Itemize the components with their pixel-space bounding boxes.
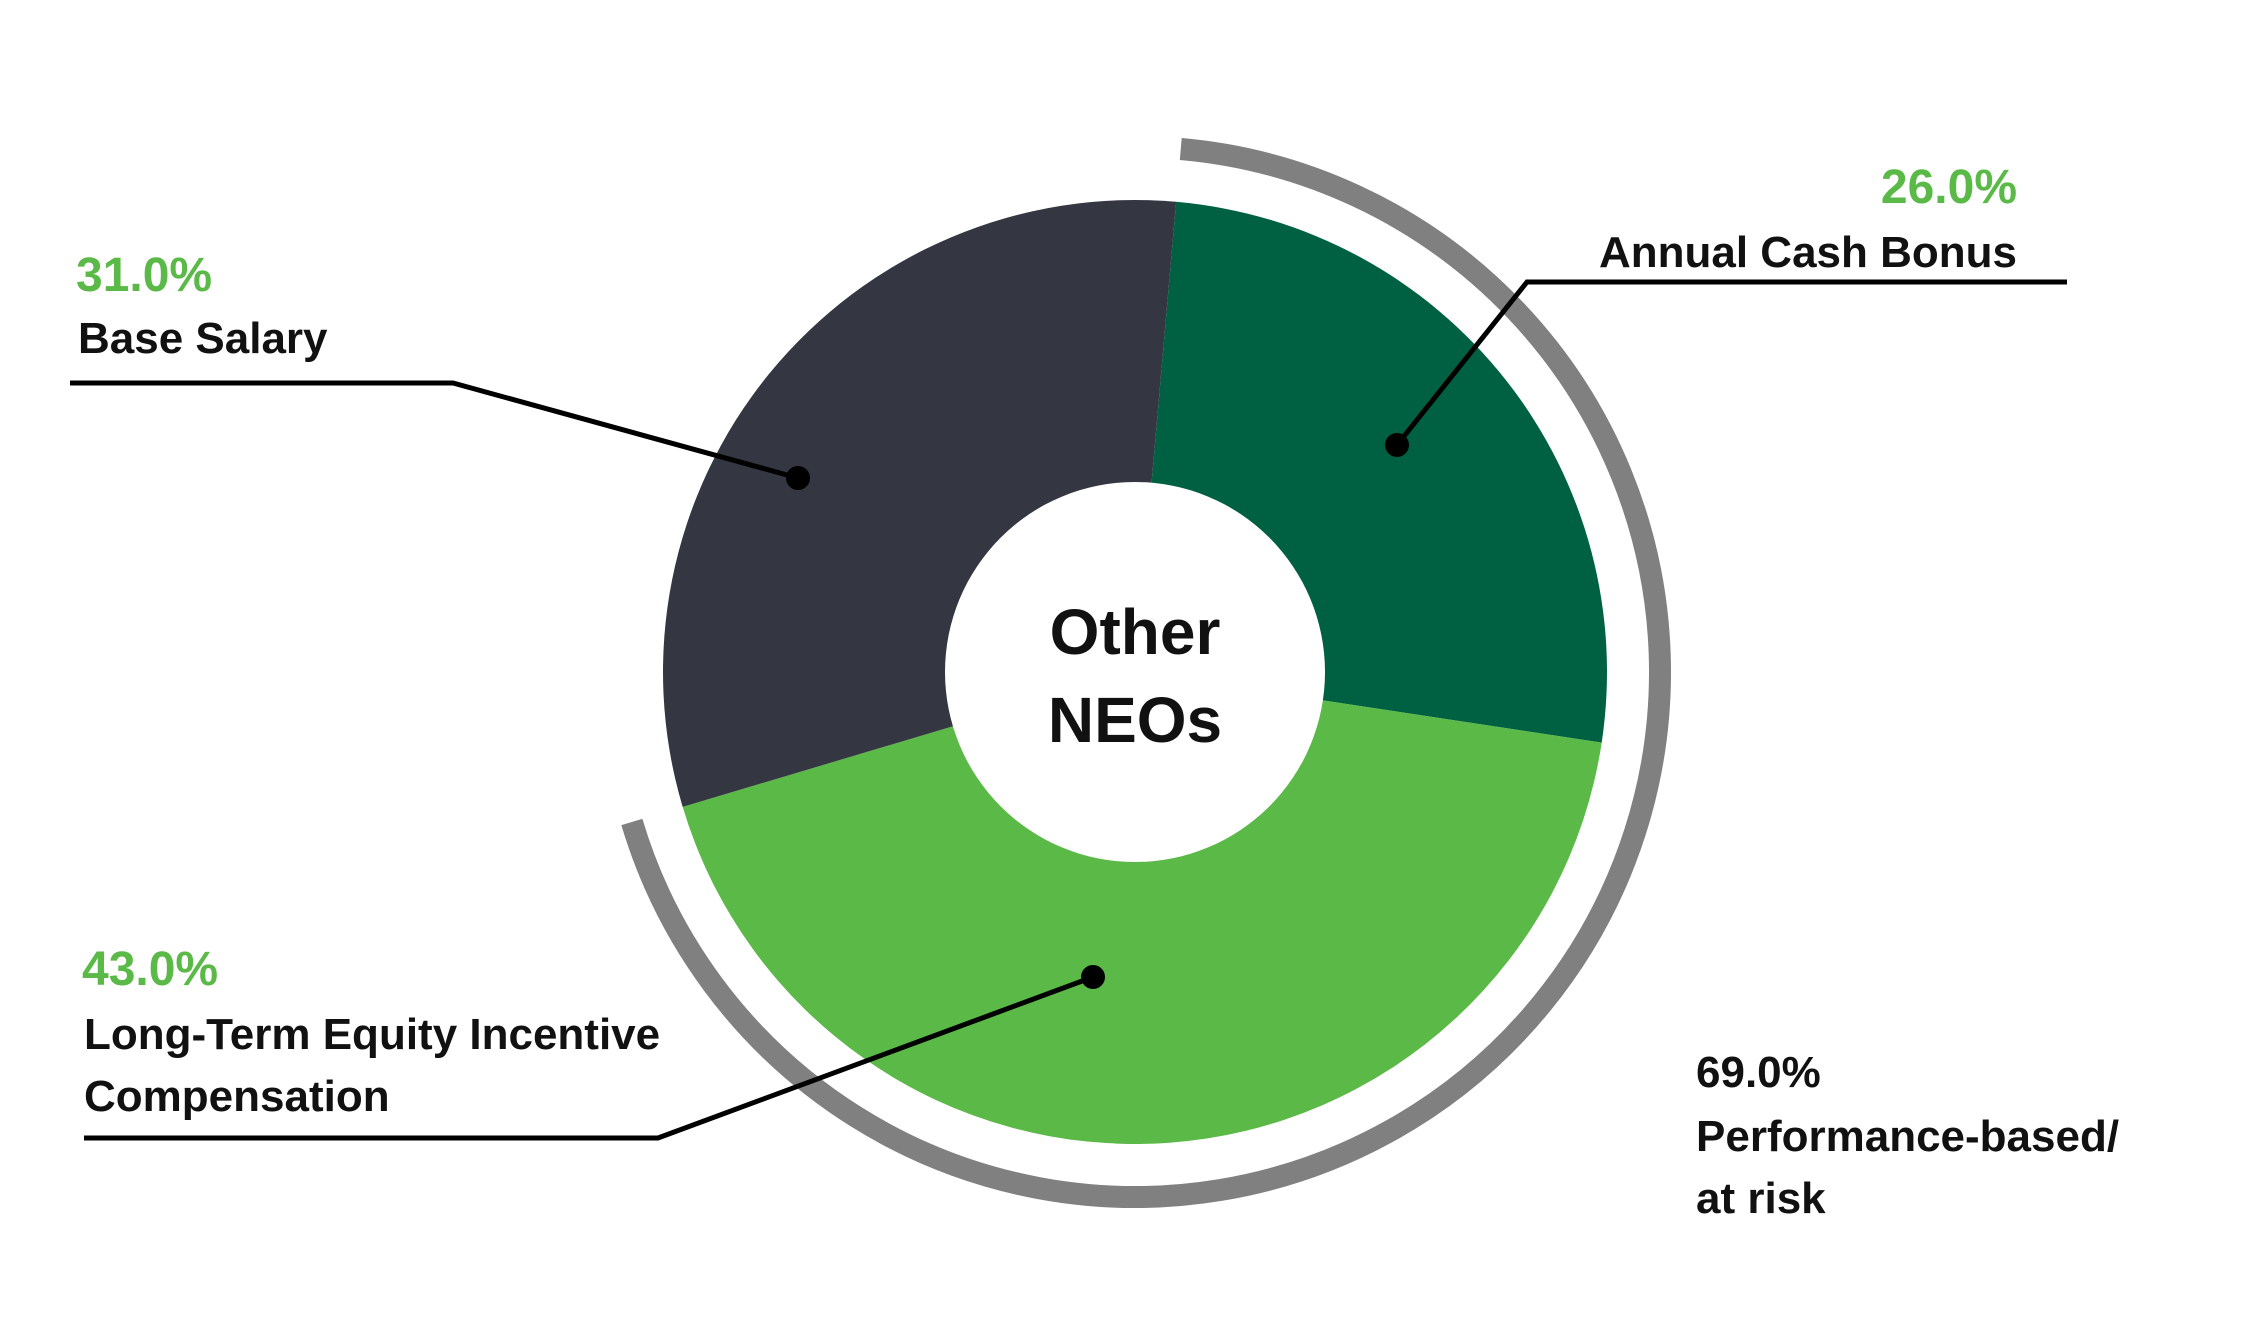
- annual-cash-bonus-percent: 26.0%: [1880, 161, 2017, 214]
- performance-based-arc: [621, 138, 1671, 1208]
- leader-line-base-salary: [70, 380, 799, 481]
- center-label-line-1: Other: [1050, 596, 1221, 668]
- long-term-equity-percent: 43.0%: [82, 943, 219, 996]
- base-salary-label: Base Salary: [78, 314, 328, 363]
- slice-long-term-equity-incentive-compensation: [682, 672, 1602, 1145]
- center-label-line-2: NEOs: [1048, 684, 1222, 756]
- leader-dot-base-salary: [786, 466, 810, 490]
- performance-based-label-line-2: at risk: [1696, 1174, 1826, 1223]
- long-term-equity-label-line-2: Compensation: [84, 1072, 390, 1121]
- leader-line-annual-cash-bonus: [1395, 279, 2067, 447]
- performance-based-percent: 69.0%: [1696, 1048, 1821, 1097]
- leader-dot-long-term-equity-incentive-compensation: [1081, 965, 1105, 989]
- performance-based-label-line-1: Performance-based/: [1696, 1112, 2120, 1161]
- long-term-equity-label-line-1: Long-Term Equity Incentive: [84, 1010, 661, 1059]
- donut-hole: [945, 482, 1325, 862]
- leader-line-long-term-equity-incentive-compensation: [84, 974, 1094, 1141]
- leader-dot-annual-cash-bonus: [1385, 433, 1409, 457]
- base-salary-percent: 31.0%: [76, 249, 213, 302]
- annual-cash-bonus-label: Annual Cash Bonus: [1598, 228, 2017, 277]
